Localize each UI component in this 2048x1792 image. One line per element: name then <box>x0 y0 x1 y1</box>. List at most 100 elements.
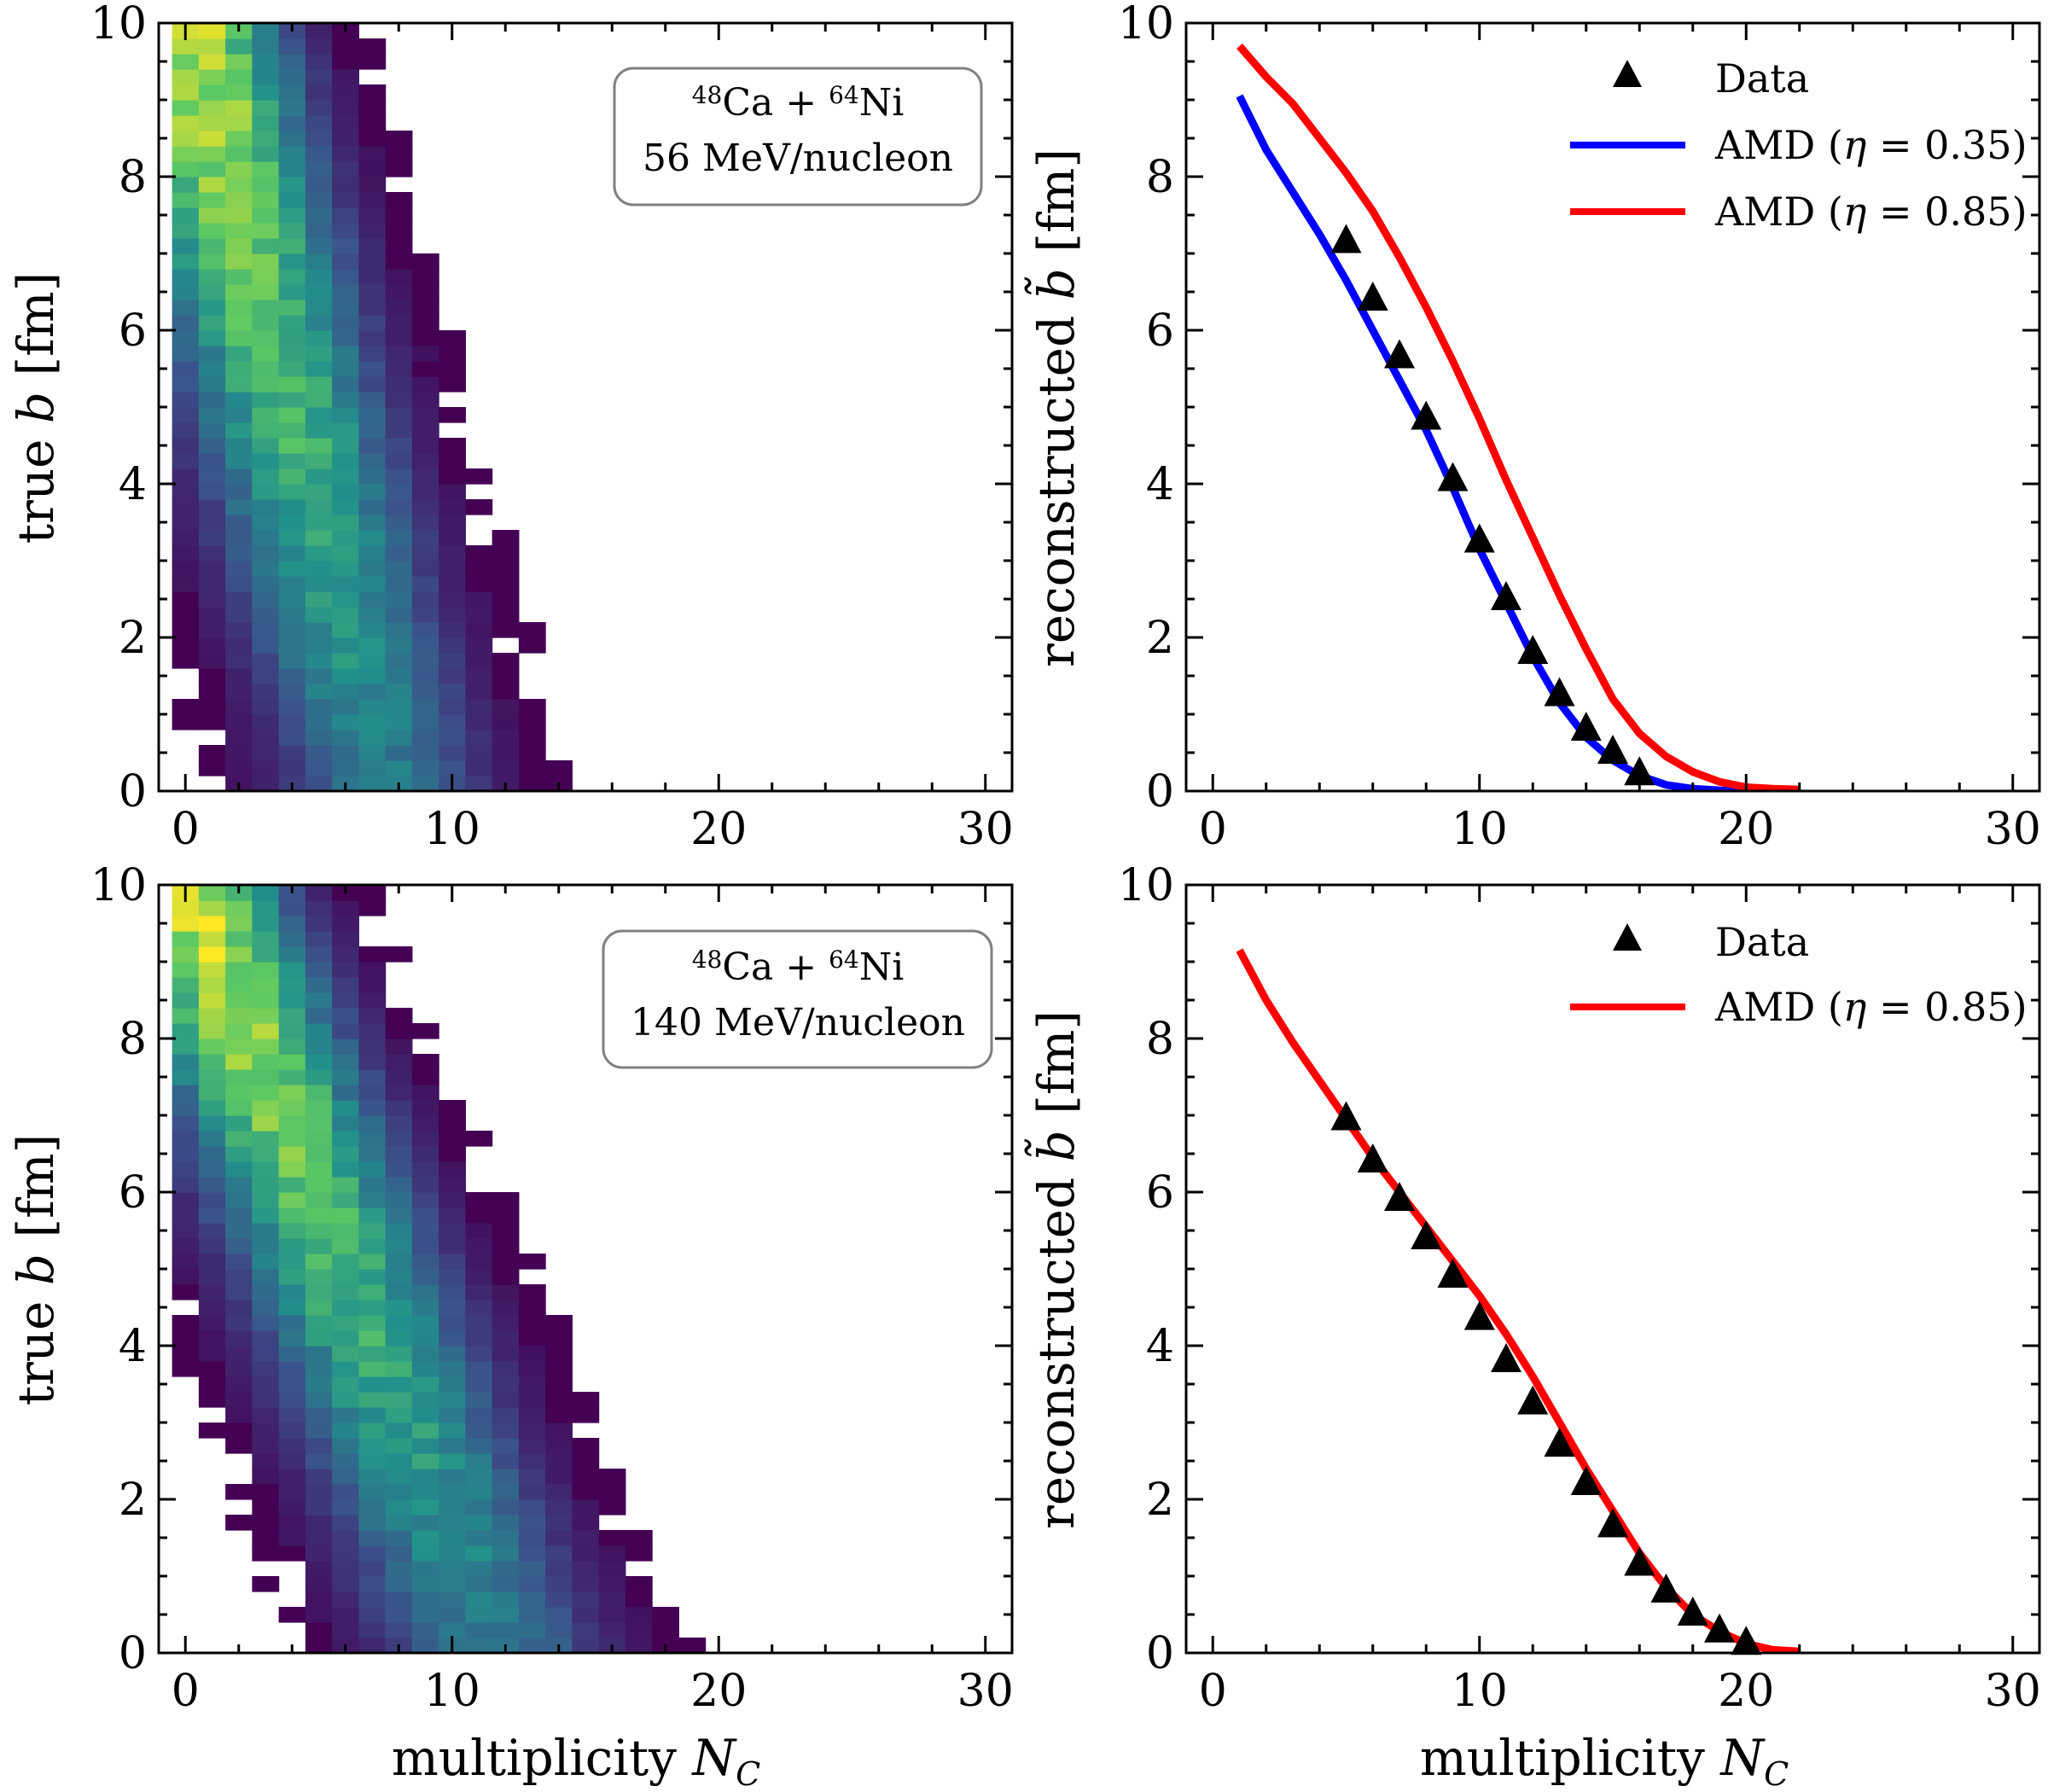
heatmap-cell <box>198 1254 226 1270</box>
heatmap-cell <box>225 1300 253 1316</box>
heatmap-cell <box>278 576 306 592</box>
heatmap-cell <box>305 1576 333 1592</box>
heatmap-cell <box>411 1284 439 1300</box>
heatmap-cell <box>278 515 306 531</box>
heatmap-cell <box>332 561 359 577</box>
data-point-marker <box>1544 677 1575 707</box>
heatmap-cell <box>332 100 359 116</box>
heatmap-cell <box>172 1069 200 1085</box>
heatmap-cell <box>465 1499 493 1516</box>
heatmap-cell <box>198 69 226 85</box>
heatmap-cell <box>492 1607 520 1623</box>
y-axis-label-top-left: true b [fm] <box>7 272 65 544</box>
heatmap-cell <box>225 238 253 254</box>
heatmap-cell <box>225 916 253 932</box>
heatmap-cell <box>198 177 226 193</box>
heatmap-cell <box>198 269 226 285</box>
heatmap-cell <box>439 699 466 715</box>
heatmap-cell <box>252 1008 280 1024</box>
heatmap-cell <box>411 422 439 439</box>
heatmap-cell <box>465 1207 493 1224</box>
heatmap-cell <box>439 745 466 761</box>
heatmap-cell <box>332 1576 359 1592</box>
x-axis-label-left: multiplicity NC <box>392 1729 760 1792</box>
y-tick-label: 2 <box>119 1475 147 1526</box>
x-tick-label: 30 <box>957 804 1014 855</box>
heatmap-cell <box>172 38 200 55</box>
heatmap-cell <box>198 23 226 24</box>
heatmap-cell <box>332 207 359 224</box>
energy-label: 56 MeV/nucleon <box>643 137 953 180</box>
data-point-marker <box>1517 635 1549 664</box>
heatmap-cell <box>332 1161 359 1178</box>
heatmap-cell <box>518 1423 546 1439</box>
x-tick-label: 20 <box>690 804 747 855</box>
heatmap-cell <box>172 330 200 346</box>
heatmap-cell <box>252 684 280 700</box>
heatmap-cell <box>358 1146 387 1162</box>
heatmap-cell <box>172 223 200 239</box>
heatmap-cell <box>172 253 200 270</box>
heatmap-cell <box>305 545 333 561</box>
data-point-marker <box>1357 1143 1388 1172</box>
heatmap-cell <box>305 1223 333 1239</box>
heatmap-cell <box>411 1330 439 1347</box>
heatmap-cell <box>385 1438 413 1454</box>
heatmap-cell <box>358 992 387 1009</box>
heatmap-cell <box>252 1039 280 1055</box>
heatmap-cell <box>332 1361 359 1377</box>
heatmap-cell <box>572 1545 600 1562</box>
heatmap-cell <box>198 484 226 500</box>
heatmap-cell <box>278 223 306 239</box>
heatmap-cell <box>305 992 333 1009</box>
heatmap-cell <box>465 1300 493 1316</box>
heatmap-cell <box>332 1023 359 1039</box>
heatmap-cell <box>278 653 306 669</box>
heatmap-cell <box>545 1423 573 1439</box>
heatmap-cell <box>225 38 253 55</box>
heatmap-cell <box>305 69 333 85</box>
heatmap-cell <box>411 315 439 331</box>
heatmap-cell <box>385 422 413 439</box>
heatmap-cell <box>385 530 413 546</box>
heatmap-cell <box>305 1515 333 1531</box>
heatmap-cell <box>172 515 200 531</box>
heatmap-cell <box>411 1484 439 1500</box>
heatmap-cell <box>465 561 493 577</box>
heatmap-cell <box>252 23 280 24</box>
heatmap-cell <box>332 1131 359 1147</box>
heatmap-cell <box>518 1300 546 1316</box>
heatmap-cell <box>225 499 253 515</box>
heatmap-cell <box>252 1315 280 1331</box>
panel-bottom-left-heatmap: 0 10 20 30 0 2 4 6 8 10 <box>90 860 1014 1717</box>
heatmap-cell <box>385 376 413 393</box>
heatmap-cell <box>492 1284 520 1300</box>
data-point-marker <box>1437 462 1469 492</box>
y-tick-label: 10 <box>90 0 147 49</box>
heatmap-cell <box>411 1054 439 1070</box>
heatmap-cell <box>278 1008 306 1024</box>
x-tick-label: 30 <box>1985 804 2041 855</box>
heatmap-cell <box>198 1315 226 1331</box>
heatmap-cell <box>332 1561 359 1577</box>
heatmap-cell <box>439 499 466 515</box>
heatmap-cell <box>332 885 359 886</box>
heatmap-cell <box>385 637 413 654</box>
heatmap-cell <box>545 1315 573 1331</box>
heatmap-cell <box>572 1638 600 1653</box>
heatmap-cell <box>465 1515 493 1531</box>
heatmap-cell <box>252 422 280 439</box>
heatmap-cell <box>545 1576 573 1592</box>
heatmap-cell <box>278 23 306 24</box>
heatmap-cell <box>252 207 280 224</box>
heatmap-cell <box>278 468 306 485</box>
heatmap-cell <box>278 484 306 500</box>
heatmap-cell <box>172 284 200 300</box>
heatmap-cell <box>198 885 226 901</box>
heatmap-cell <box>278 1161 306 1178</box>
heatmap-cell <box>465 1638 493 1653</box>
heatmap-cell <box>439 1545 466 1562</box>
heatmap-cell <box>252 1161 280 1178</box>
heatmap-cell <box>305 653 333 669</box>
heatmap-cell <box>198 1207 226 1224</box>
